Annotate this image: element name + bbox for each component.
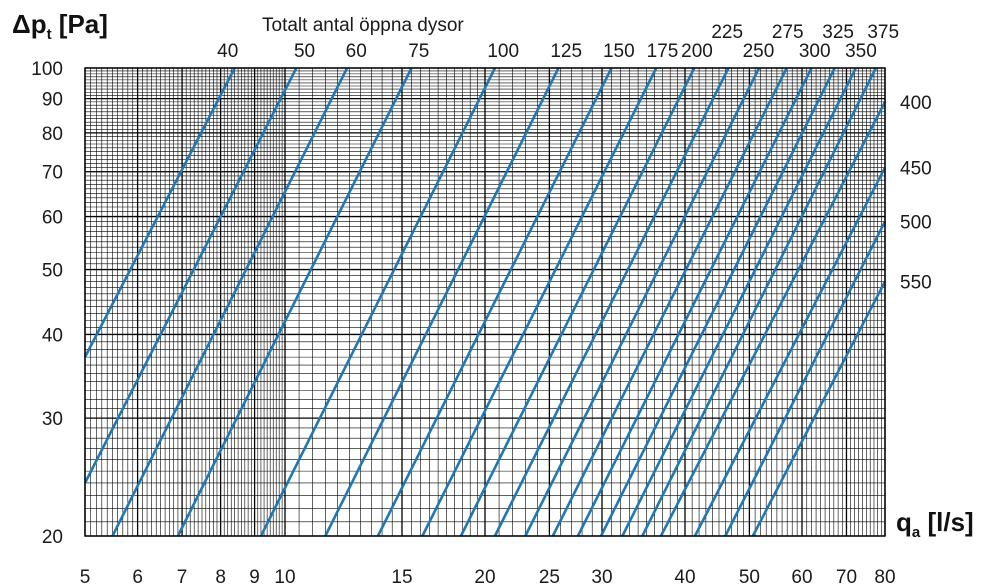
series-line-300 [576, 67, 813, 537]
series-label: 50 [294, 41, 315, 62]
series-label: 400 [900, 93, 932, 114]
y-tick-label: 40 [42, 325, 63, 346]
series-label: 200 [681, 41, 713, 62]
y-tick-label: 20 [42, 527, 63, 548]
series-label: 100 [487, 41, 519, 62]
x-tick-label: 10 [274, 567, 295, 586]
series-label: 175 [647, 41, 679, 62]
y-tick-labels: 20 30 40 50 60 70 80 90 100 [31, 59, 63, 548]
series-line-500 [724, 220, 887, 537]
y-tick-label: 100 [31, 59, 63, 80]
x-tick-label: 40 [674, 567, 695, 586]
series-label: 350 [845, 41, 877, 62]
y-tick-label: 50 [42, 261, 63, 282]
series-line-150 [376, 67, 613, 537]
y-tick-label: 90 [42, 90, 63, 111]
x-tick-label: 15 [391, 567, 412, 586]
series-line-450 [693, 166, 887, 537]
series-line-325 [599, 67, 836, 537]
x-tick-label: 9 [249, 567, 260, 586]
series-label: 450 [900, 159, 932, 180]
series-label: 375 [867, 22, 899, 43]
x-tick-label: 50 [739, 567, 760, 586]
x-tick-label: 20 [474, 567, 495, 586]
y-tick-label: 30 [42, 409, 63, 430]
series-label: 275 [772, 22, 804, 43]
series-line-275 [551, 67, 788, 537]
x-tick-label: 25 [539, 567, 560, 586]
series-line-75 [176, 67, 413, 537]
y-tick-label: 70 [42, 163, 63, 184]
series-label: 125 [550, 41, 582, 62]
series-line-100 [259, 67, 497, 537]
y-axis-label: Δpt [Pa] [12, 9, 108, 43]
series-line-60 [111, 67, 349, 537]
x-tick-label: 80 [874, 567, 895, 586]
series-line-350 [621, 67, 857, 537]
series-line-40 [83, 67, 236, 358]
x-tick-label: 8 [215, 567, 226, 586]
chart-title: Totalt antal öppna dysor [262, 15, 464, 36]
major-gridlines [84, 67, 886, 537]
series-line-225 [493, 67, 730, 537]
x-tick-labels: 5 6 7 8 9 10 15 20 25 30 40 50 60 70 80 [80, 567, 896, 586]
x-tick-label: 30 [591, 567, 612, 586]
y-tick-label: 80 [42, 124, 63, 145]
series-label: 40 [217, 41, 238, 62]
x-tick-label: 7 [177, 567, 188, 586]
series-label: 325 [822, 22, 854, 43]
series-label: 150 [603, 41, 635, 62]
series-label: 75 [408, 41, 429, 62]
series-line-550 [751, 280, 887, 537]
x-tick-label: 60 [791, 567, 812, 586]
series-label: 60 [346, 41, 367, 62]
x-axis-label: qa [l/s] [896, 507, 974, 541]
x-tick-label: 6 [132, 567, 143, 586]
y-tick-label: 60 [42, 208, 63, 229]
series-line-175 [421, 67, 658, 537]
top-nozzle-labels: 40 50 60 75 100 125 150 175 20022525027530032535… [217, 22, 899, 62]
series-line-50 [83, 67, 298, 484]
x-tick-label: 70 [836, 567, 857, 586]
series-label: 225 [711, 22, 743, 43]
x-tick-label: 5 [80, 567, 91, 586]
series-line-375 [641, 67, 878, 537]
series-line-125 [324, 67, 560, 537]
series-label: 550 [900, 272, 932, 293]
plot-frame [84, 67, 886, 537]
series-line-200 [459, 67, 696, 537]
series-label: 300 [799, 41, 831, 62]
series-line-400 [659, 101, 887, 537]
series-line-250 [524, 67, 761, 537]
series-label: 500 [900, 212, 932, 233]
right-nozzle-labels: 400 450 500 550 [900, 93, 932, 294]
series-label: 250 [743, 41, 775, 62]
nozzle-count-lines [83, 67, 887, 537]
